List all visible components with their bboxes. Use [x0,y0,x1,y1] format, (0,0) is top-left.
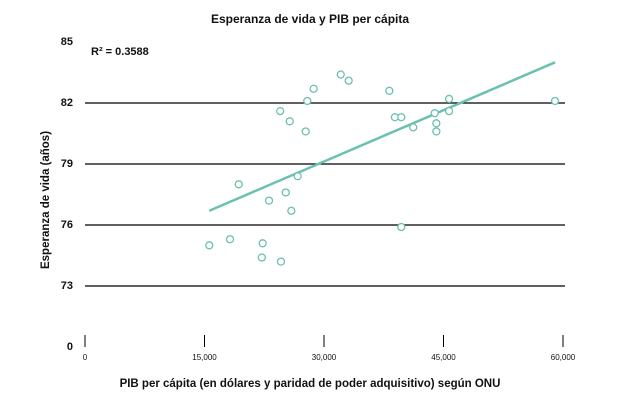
data-point [336,70,345,79]
data-point [397,222,406,232]
data-point [444,106,454,116]
x-tick-label: 60,000 [551,353,576,362]
r-squared: R² = 0.3588 [91,46,149,58]
y-tick-label: 73 [61,280,73,292]
data-point [430,109,439,118]
x-tick-label: 30,000 [312,353,337,362]
data-point [309,84,318,93]
data-point [258,239,267,248]
x-axis-label: PIB per cápita (en dólares y paridad de … [120,378,501,390]
data-point [205,241,214,250]
data-point [344,76,353,85]
data-point [276,257,286,266]
data-point [276,106,285,116]
data-point [225,235,235,244]
data-point [385,86,394,95]
data-point [409,123,418,132]
y-tick-label: 76 [61,219,73,231]
y-tick-label: 85 [61,36,73,48]
data-point [432,127,441,136]
data-point [397,113,406,122]
y-tick-label: 79 [61,158,73,170]
data-point [257,253,267,262]
data-point [234,180,243,189]
y-tick-label: 0 [67,341,73,353]
trendline [208,61,556,212]
data-point [293,172,302,181]
x-tick-label: 15,000 [192,353,217,362]
y-tick-label: 82 [61,97,73,109]
data-point [550,96,560,106]
data-point [301,127,310,136]
data-point [432,119,441,128]
chart-title: Esperanza de vida y PIB per cápita [211,12,409,26]
data-point [444,94,454,104]
y-axis-label: Esperanza de vida (años) [40,131,52,269]
x-tick-label: 45,000 [431,353,456,362]
data-point [287,206,296,215]
data-point [303,96,312,106]
data-point [285,117,294,126]
data-point [281,188,290,197]
x-tick-label: 0 [83,353,88,362]
data-point [264,196,274,205]
